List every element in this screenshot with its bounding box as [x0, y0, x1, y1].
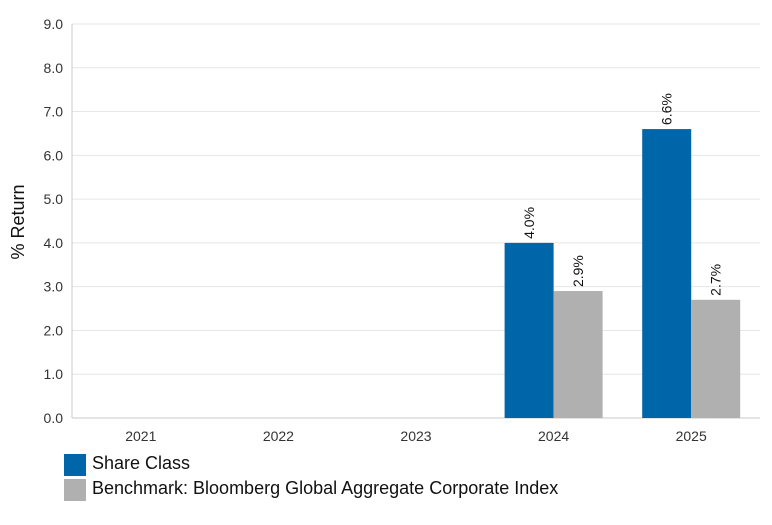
legend-item-share-class: Share Class — [64, 453, 664, 476]
bar-share-class-2025 — [642, 129, 692, 419]
y-tick-label: 9.0 — [44, 16, 64, 32]
legend-label-benchmark: Benchmark: Bloomberg Global Aggregate Co… — [92, 478, 559, 498]
y-tick-label: 3.0 — [44, 279, 64, 295]
bar-share-class-2024 — [504, 242, 554, 418]
x-tick-label: 2025 — [676, 428, 707, 444]
bar-data-label: 6.6% — [659, 93, 675, 125]
y-tick-label: 5.0 — [44, 191, 64, 207]
y-tick-label: 4.0 — [44, 235, 64, 251]
legend: Share Class Benchmark: Bloomberg Global … — [64, 453, 664, 503]
legend-item-benchmark: Benchmark: Bloomberg Global Aggregate Co… — [64, 478, 664, 501]
x-tick-label: 2022 — [263, 428, 294, 444]
bar-data-labels: 4.0% 2.9% 6.6% 2.7% — [521, 93, 724, 296]
legend-swatch-benchmark — [64, 479, 86, 501]
x-tick-label: 2024 — [538, 428, 569, 444]
bar-chart: 0.0 1.0 2.0 3.0 4.0 5.0 6.0 7.0 8.0 9.0 4.0% 2.9% 6… — [8, 16, 760, 444]
gridlines — [71, 23, 760, 419]
y-tick-label: 6.0 — [44, 147, 64, 163]
y-tick-labels: 0.0 1.0 2.0 3.0 4.0 5.0 6.0 7.0 8.0 9.0 — [44, 16, 64, 426]
bar-data-label: 4.0% — [521, 207, 537, 239]
bar-data-label: 2.9% — [570, 255, 586, 287]
y-tick-label: 7.0 — [44, 104, 64, 120]
y-tick-label: 0.0 — [44, 410, 64, 426]
x-tick-label: 2021 — [125, 428, 156, 444]
y-tick-label: 8.0 — [44, 60, 64, 76]
bar-benchmark-2024 — [553, 291, 603, 418]
legend-label-share-class: Share Class — [92, 453, 191, 473]
legend-swatch-share-class — [64, 454, 86, 476]
y-axis-label: % Return — [8, 184, 28, 259]
x-tick-label: 2023 — [400, 428, 431, 444]
y-tick-label: 1.0 — [44, 366, 64, 382]
x-tick-labels: 2021 2022 2023 2024 2025 — [125, 428, 707, 444]
bar-data-label: 2.7% — [708, 264, 724, 296]
bars — [504, 129, 741, 419]
bar-benchmark-2025 — [691, 299, 741, 418]
y-tick-label: 2.0 — [44, 322, 64, 338]
